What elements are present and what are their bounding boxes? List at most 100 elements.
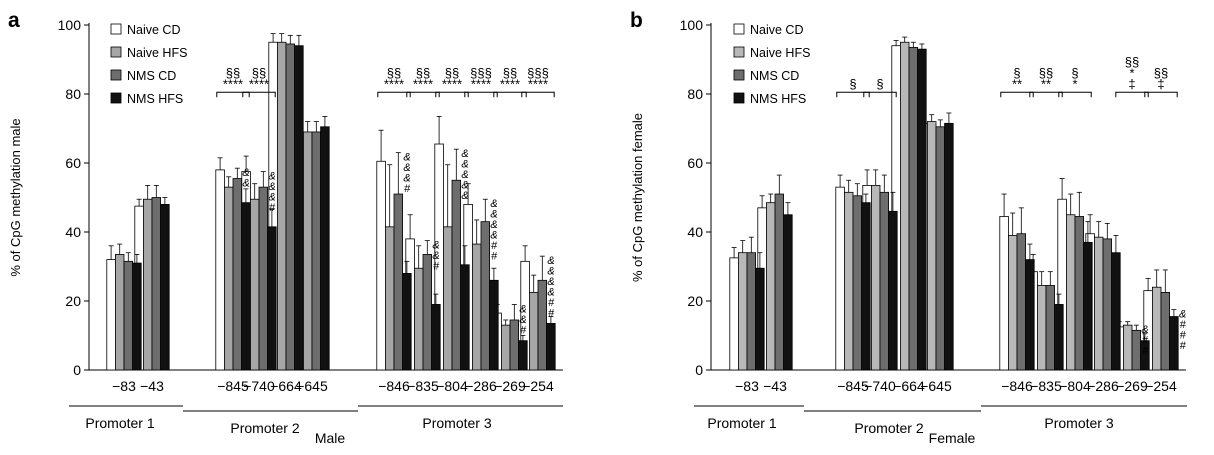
x-tick-label: −286	[465, 378, 497, 394]
significance-mark: §	[849, 76, 856, 91]
x-tick-label: −846	[1001, 378, 1033, 394]
bar-symbol: &	[519, 303, 526, 315]
y-tick-label: 20	[65, 293, 81, 309]
bar	[852, 195, 863, 371]
bar	[480, 221, 491, 371]
bar	[1102, 238, 1113, 371]
significance-mark: §§	[252, 65, 266, 80]
bar	[151, 197, 162, 371]
comparison-bracket	[1058, 91, 1092, 98]
bar	[927, 121, 937, 371]
legend-label: NMS CD	[127, 69, 176, 83]
y-tick-label: 100	[680, 17, 704, 33]
y-tick-label: 80	[687, 86, 703, 102]
bar	[258, 186, 269, 371]
bar-symbol: &	[403, 173, 410, 185]
bar-symbol: &	[490, 198, 497, 210]
bar	[518, 340, 528, 371]
bar-symbol: #	[491, 240, 498, 252]
bar	[500, 324, 511, 371]
bar	[1016, 233, 1027, 371]
x-axis-label: Male	[315, 430, 346, 446]
significance-mark: §§	[1039, 65, 1053, 80]
legend-swatch	[733, 23, 745, 35]
comparison-bracket	[521, 91, 555, 98]
significance-mark: §§§	[470, 65, 492, 80]
bar	[774, 193, 785, 371]
legend-swatch	[110, 92, 122, 104]
bar	[944, 122, 954, 371]
bar	[746, 252, 757, 371]
y-tick-label: 100	[58, 17, 82, 33]
bar-symbol: &	[461, 159, 468, 171]
x-tick-label: −804	[1059, 378, 1091, 394]
legend-label: Naive HFS	[750, 46, 810, 60]
comparison-bracket	[242, 91, 276, 98]
significance-mark: ‡	[1128, 76, 1135, 91]
bar-symbol: &	[1179, 309, 1186, 321]
bar	[249, 198, 260, 371]
bar	[783, 214, 793, 371]
comparison-bracket	[493, 91, 527, 98]
bar	[1169, 316, 1179, 371]
bar-symbol: #	[1180, 340, 1187, 352]
panel-letter: a	[8, 9, 20, 32]
bar	[935, 126, 946, 371]
bar	[471, 243, 482, 371]
bar-symbol: &	[268, 171, 275, 183]
x-tick-label: −286	[1087, 378, 1119, 394]
x-tick-label: −269	[1116, 378, 1148, 394]
legend-label: NMS CD	[750, 69, 799, 83]
bar	[908, 47, 919, 371]
x-tick-label: −254	[522, 378, 554, 394]
bar-symbol: #	[491, 251, 498, 263]
bar	[123, 260, 134, 371]
bar-symbol: &	[461, 169, 468, 181]
comparison-bracket	[1000, 91, 1034, 98]
x-tick-label: −804	[436, 378, 468, 394]
bar	[215, 169, 225, 371]
comparison-bracket	[435, 91, 469, 98]
bar	[451, 179, 462, 371]
bar-symbol: &	[432, 250, 439, 262]
legend-label: NMS HFS	[127, 92, 183, 106]
significance-mark: §	[1013, 65, 1020, 80]
significance-mark: §	[876, 76, 883, 91]
bar	[766, 202, 776, 371]
bar-symbol: &	[1141, 324, 1148, 336]
bar	[900, 41, 910, 371]
significance-mark: §	[1071, 65, 1078, 80]
x-tick-label: −254	[1145, 378, 1177, 394]
bar	[442, 226, 453, 371]
bar-symbol: #	[548, 308, 555, 320]
bar	[879, 191, 890, 371]
bar-symbol: &	[242, 167, 249, 179]
comparison-bracket	[406, 91, 440, 98]
bar	[320, 126, 330, 371]
y-axis-label: % of CpG methylation female	[630, 113, 645, 282]
x-tick-label: −43	[140, 378, 164, 394]
bar	[115, 254, 125, 371]
bar	[1152, 286, 1162, 371]
significance-mark: **	[1012, 76, 1022, 91]
x-tick-label: −645	[920, 378, 952, 394]
x-axis-label: Female	[929, 430, 976, 446]
bar	[106, 259, 116, 371]
bar	[402, 272, 412, 371]
promoter-group-label: Promoter 3	[1044, 415, 1113, 431]
x-tick-label: −845	[837, 378, 869, 394]
y-tick-label: 80	[65, 86, 81, 102]
bar-symbol: &	[547, 276, 554, 288]
x-tick-label: −664	[270, 378, 302, 394]
bar	[302, 131, 313, 371]
x-tick-label: −740	[864, 378, 896, 394]
comparison-bracket	[863, 91, 897, 98]
significance-mark: ‡	[1157, 76, 1164, 91]
bar	[431, 304, 441, 371]
bar	[384, 226, 395, 371]
bar	[738, 252, 748, 371]
x-tick-label: −740	[243, 378, 275, 394]
significance-mark: ****	[500, 76, 520, 91]
